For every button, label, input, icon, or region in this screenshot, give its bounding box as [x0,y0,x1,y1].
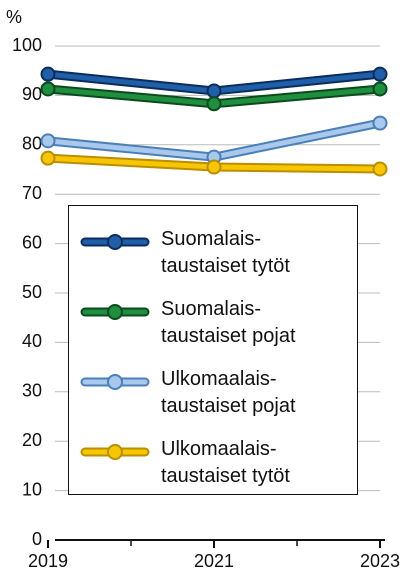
x-tick-label: 2023 [360,551,400,571]
y-tick-label: 10 [22,479,42,499]
x-tick-label: 2021 [194,551,234,571]
y-tick-label: 100 [12,35,42,55]
legend-swatch [80,374,150,390]
legend-label: Ulkomaalais- taustaiset tytöt [161,438,290,487]
y-tick-label: 60 [22,232,42,252]
legend-swatch [80,234,150,250]
y-tick-label: 50 [22,282,42,302]
marker [206,159,222,175]
y-unit: % [6,7,22,27]
marker [206,83,222,99]
swatch-marker [107,304,123,320]
y-tick-label: 0 [32,529,42,549]
legend-swatch [80,444,150,460]
legend-entry: Ulkomaalais- taustaiset pojat [69,354,359,417]
marker [206,96,222,112]
y-tick-label: 20 [22,430,42,450]
marker [372,81,388,97]
legend-entry: Suomalais- taustaiset pojat [69,284,359,347]
legend-label: Ulkomaalais- taustaiset pojat [161,368,296,417]
marker [372,115,388,131]
x-tick-label: 2019 [28,551,68,571]
legend-label: Suomalais- taustaiset tytöt [161,228,290,277]
swatch-marker [107,444,123,460]
legend: Suomalais- taustaiset tytöt Suomalais- ta… [68,205,358,495]
y-tick-label: 30 [22,381,42,401]
y-tick-label: 90 [22,84,42,104]
y-tick-label: 80 [22,134,42,154]
legend-swatch [80,304,150,320]
marker [40,81,56,97]
swatch-marker [107,234,123,250]
y-tick-label: 70 [22,183,42,203]
legend-entry: Suomalais- taustaiset tytöt [69,214,359,277]
marker [372,161,388,177]
legend-label: Suomalais- taustaiset pojat [161,298,296,347]
y-tick-label: 40 [22,331,42,351]
marker [40,150,56,166]
marker [372,66,388,82]
swatch-marker [107,374,123,390]
legend-entry: Ulkomaalais- taustaiset tytöt [69,424,359,487]
marker [40,133,56,149]
marker [40,66,56,82]
